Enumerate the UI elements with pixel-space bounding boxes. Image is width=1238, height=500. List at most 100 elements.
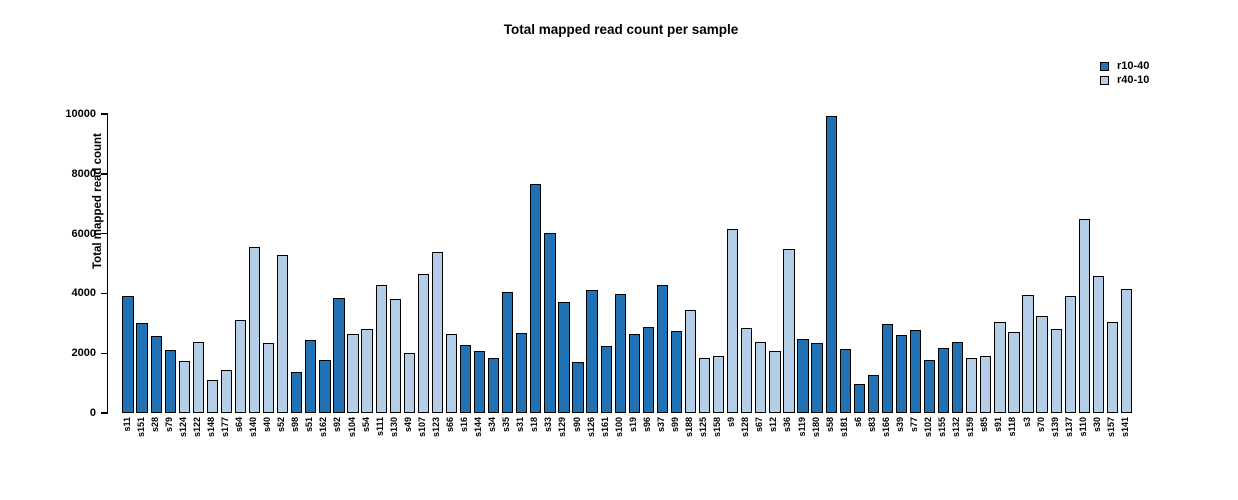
x-label-slot: s161 — [598, 417, 612, 475]
x-label-s90: s90 — [571, 417, 582, 433]
x-label-s98: s98 — [290, 417, 301, 433]
x-label-s130: s130 — [388, 417, 399, 438]
bar-s137 — [1064, 296, 1076, 413]
bar-s92 — [333, 298, 345, 413]
legend: r10-40 r40-10 — [1100, 60, 1149, 88]
bars-container — [108, 114, 1136, 413]
bar-slot — [219, 114, 233, 413]
x-label-s129: s129 — [557, 417, 568, 438]
x-label-s31: s31 — [515, 417, 526, 433]
bar-slot — [332, 114, 346, 413]
x-label-s37: s37 — [655, 417, 666, 433]
y-tick-label: 6000 — [71, 227, 96, 240]
x-label-s51: s51 — [304, 417, 315, 433]
x-label-slot: s40 — [261, 417, 275, 475]
bar-slot — [346, 114, 360, 413]
x-label-s36: s36 — [782, 417, 793, 433]
x-label-slot: s148 — [204, 417, 218, 475]
x-label-s111: s111 — [374, 417, 385, 437]
x-label-slot: s166 — [879, 417, 893, 475]
x-label-slot: s177 — [218, 417, 232, 475]
x-label-s128: s128 — [740, 417, 751, 438]
x-label-s40: s40 — [262, 417, 273, 433]
x-label-slot: s137 — [1062, 417, 1076, 475]
bar-slot — [529, 114, 543, 413]
bar-slot — [627, 114, 641, 413]
x-label-s161: s161 — [599, 417, 610, 438]
x-label-s126: s126 — [585, 417, 596, 438]
x-label-slot: s28 — [148, 417, 162, 475]
x-label-s166: s166 — [880, 417, 891, 438]
x-label-s91: s91 — [993, 417, 1004, 433]
bar-s37 — [656, 285, 669, 413]
y-tick-mark — [101, 412, 108, 414]
x-label-s137: s137 — [1063, 417, 1074, 438]
chart-title: Total mapped read count per sample — [503, 22, 739, 37]
x-label-slot: s123 — [429, 417, 443, 475]
bar-s141 — [1120, 289, 1133, 413]
legend-item-r10-40: r10-40 — [1100, 60, 1149, 73]
x-label-slot: s11 — [120, 417, 134, 475]
x-label-slot: s125 — [697, 417, 711, 475]
bar-s36 — [783, 249, 795, 413]
bar-slot — [1049, 114, 1063, 413]
x-label-s188: s188 — [684, 417, 695, 438]
x-label-s92: s92 — [332, 417, 343, 433]
y-tick-label: 8000 — [71, 167, 96, 180]
bar-s96 — [642, 327, 654, 413]
bar-slot — [655, 114, 669, 413]
bar-slot — [318, 114, 332, 413]
bar-s11 — [122, 296, 134, 413]
bar-s129 — [558, 302, 570, 413]
bar-s16 — [459, 345, 472, 413]
bar-slot — [388, 114, 402, 413]
bar-s162 — [319, 360, 331, 413]
x-label-slot: s64 — [233, 417, 247, 475]
bar-s158 — [713, 356, 725, 413]
bar-s9 — [727, 229, 739, 413]
x-label-slot: s6 — [851, 417, 865, 475]
bar-slot — [824, 114, 838, 413]
bar-slot — [1077, 114, 1091, 413]
x-label-slot: s159 — [964, 417, 978, 475]
x-label-slot: s58 — [823, 417, 837, 475]
bar-slot — [473, 114, 487, 413]
bar-s124 — [178, 361, 190, 413]
bar-slot — [444, 114, 458, 413]
bar-s18 — [530, 184, 542, 413]
bar-s3 — [1022, 295, 1034, 413]
x-label-s67: s67 — [754, 417, 765, 433]
x-label-slot: s188 — [683, 417, 697, 475]
bar-s33 — [544, 233, 556, 413]
x-label-s155: s155 — [937, 417, 948, 438]
bar-slot — [571, 114, 585, 413]
x-label-s159: s159 — [965, 417, 976, 438]
bar-s177 — [220, 370, 233, 413]
x-label-slot: s92 — [331, 417, 345, 475]
x-label-s104: s104 — [346, 417, 357, 438]
bar-s51 — [305, 340, 317, 413]
bar-slot — [515, 114, 529, 413]
bar-slot — [951, 114, 965, 413]
x-label-s140: s140 — [248, 417, 259, 438]
bar-s6 — [853, 384, 865, 413]
x-label-s180: s180 — [810, 417, 821, 438]
bar-s130 — [389, 299, 401, 413]
bar-s181 — [839, 349, 851, 413]
bar-slot — [430, 114, 444, 413]
x-label-s122: s122 — [191, 417, 202, 438]
x-label-s64: s64 — [234, 417, 245, 433]
bar-slot — [909, 114, 923, 413]
x-label-slot: s39 — [893, 417, 907, 475]
x-label-slot: s100 — [612, 417, 626, 475]
x-label-slot: s124 — [176, 417, 190, 475]
x-label-s35: s35 — [501, 417, 512, 433]
bar-s122 — [192, 342, 204, 413]
bar-slot — [374, 114, 388, 413]
x-label-slot: s35 — [500, 417, 514, 475]
bar-slot — [965, 114, 979, 413]
bar-s111 — [375, 285, 387, 413]
bar-slot — [1119, 114, 1133, 413]
bar-s104 — [347, 334, 359, 413]
